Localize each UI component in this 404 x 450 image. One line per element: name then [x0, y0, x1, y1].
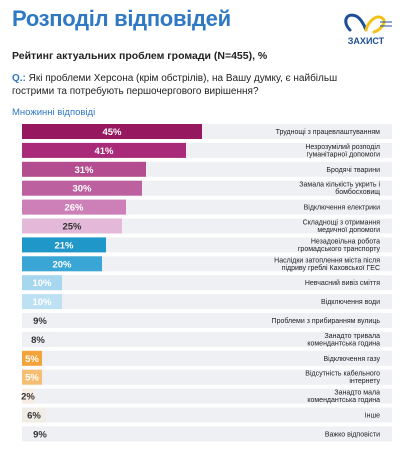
category-label: Відсутність кабельного інтернету — [305, 370, 380, 386]
chart-subtitle: Рейтинг актуальних проблем громади (N=45… — [12, 50, 268, 62]
bar — [22, 124, 202, 139]
row-background — [22, 331, 392, 347]
category-label: Відключення газу — [324, 355, 381, 363]
row-background — [22, 426, 392, 442]
category-label: Занадто мала комендантська година — [307, 390, 380, 405]
bar-value-label: 41% — [94, 146, 114, 157]
bar-value-label: 20% — [52, 259, 72, 270]
row-background — [22, 350, 392, 366]
category-label: Інше — [365, 413, 380, 420]
bar — [22, 369, 42, 385]
category-label: Відключення електрики — [304, 204, 380, 212]
bar — [22, 407, 46, 423]
bar — [22, 331, 54, 347]
bar — [22, 426, 58, 442]
bar — [22, 161, 146, 177]
question-text: Які проблеми Херсона (крім обстрілів), н… — [12, 73, 338, 97]
category-label: Наслідки затоплення міста після підриву г… — [274, 256, 380, 272]
category-label: Бродячі тварини — [326, 166, 380, 174]
row-background — [22, 294, 392, 310]
bar — [22, 313, 58, 328]
bar — [22, 237, 106, 253]
row-background — [22, 313, 392, 328]
bar-value-label: 9% — [33, 429, 47, 440]
bar-value-label: 30% — [72, 184, 92, 195]
bar — [22, 180, 142, 196]
bar — [22, 388, 34, 404]
bar — [22, 294, 62, 310]
category-label: Занадто тривала комендантська година — [307, 333, 380, 348]
bar-value-label: 25% — [62, 222, 82, 233]
question-prefix: Q.: — [12, 73, 26, 84]
bar — [22, 199, 126, 215]
bar-value-label: 45% — [102, 127, 122, 138]
bar-value-label: 10% — [32, 278, 52, 289]
bar — [22, 142, 186, 158]
row-background — [22, 369, 392, 385]
category-label: Труднощі з працевлаштуванням — [276, 128, 381, 136]
page-title: Розподіл відповідей — [12, 6, 231, 31]
row-background — [22, 256, 392, 272]
logo-text: ЗАХИСТ — [347, 36, 385, 46]
bar-value-label: 6% — [27, 411, 41, 422]
row-background — [22, 388, 392, 404]
category-label: Важко відповісти — [325, 430, 380, 438]
bar-value-label: 31% — [74, 165, 94, 176]
row-background — [22, 237, 392, 253]
category-label: Складнощі з отримання медичної допомоги — [303, 219, 381, 235]
row-background — [22, 407, 392, 423]
bar — [22, 275, 62, 291]
bar — [22, 218, 122, 234]
category-label: Незрозумілий розподіл гуманітарної допомо… — [305, 143, 380, 159]
bar-value-label: 8% — [31, 335, 45, 346]
bar — [22, 350, 42, 366]
bar-value-label: 26% — [64, 203, 84, 214]
bar-value-label: 2% — [21, 392, 35, 403]
survey-question: Q.: Які проблеми Херсона (крім обстрілів… — [12, 72, 382, 98]
flag-heart-logo-icon — [344, 13, 392, 34]
bar-value-label: 5% — [25, 354, 39, 365]
bar-value-label: 9% — [33, 316, 47, 327]
category-label: Невчасний вивіз сміття — [305, 279, 380, 287]
bar-value-label: 21% — [54, 240, 74, 251]
bar — [22, 256, 102, 272]
category-label: Відключення води — [321, 298, 380, 306]
bar-value-label: 5% — [25, 373, 39, 384]
category-label: Проблеми з прибиранням вулиць — [272, 317, 381, 325]
category-label: Незадовільна робота громадського транспор… — [298, 237, 381, 253]
row-background — [22, 275, 392, 291]
bar-value-label: 10% — [32, 297, 52, 308]
category-label: Замала кількість укрить і бомбосховищ — [299, 181, 380, 197]
answer-type-label: Множинні відповіді — [12, 107, 96, 118]
